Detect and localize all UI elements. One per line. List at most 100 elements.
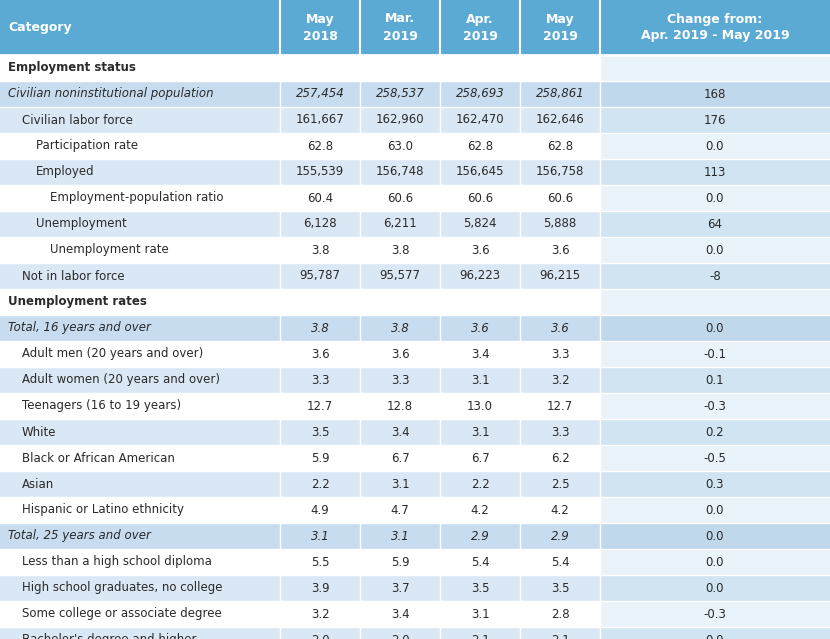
Bar (440, 107, 520, 133)
Bar (520, 237, 600, 263)
Text: Some college or associate degree: Some college or associate degree (22, 608, 222, 620)
Bar (280, 341, 360, 367)
Text: 113: 113 (704, 166, 726, 178)
Text: Category: Category (8, 21, 71, 34)
Text: 5.9: 5.9 (310, 452, 330, 465)
Bar (440, 497, 520, 523)
Bar (360, 601, 440, 627)
Text: 156,645: 156,645 (456, 166, 505, 178)
Text: Hispanic or Latino ethnicity: Hispanic or Latino ethnicity (22, 504, 184, 516)
Bar (0, 315, 280, 341)
Text: 3.4: 3.4 (391, 426, 409, 438)
Bar (0, 497, 280, 523)
Text: Adult men (20 years and over): Adult men (20 years and over) (22, 348, 203, 360)
Bar (360, 81, 440, 107)
Text: 96,223: 96,223 (460, 270, 500, 282)
Text: 0.0: 0.0 (706, 321, 725, 334)
Bar (280, 471, 360, 497)
Bar (600, 0, 830, 55)
Bar (0, 367, 280, 393)
Bar (520, 133, 600, 159)
Text: Bachelor's degree and higher: Bachelor's degree and higher (22, 633, 197, 639)
Text: Asian: Asian (22, 477, 54, 491)
Bar (440, 367, 520, 393)
Bar (520, 601, 600, 627)
Bar (600, 133, 830, 159)
Text: 63.0: 63.0 (387, 139, 413, 153)
Bar (0, 445, 280, 471)
Text: 0.0: 0.0 (706, 555, 725, 569)
Bar (440, 0, 520, 55)
Bar (280, 419, 360, 445)
Text: 5.5: 5.5 (310, 555, 330, 569)
Bar (440, 211, 520, 237)
Bar (520, 341, 600, 367)
Bar (360, 523, 440, 549)
Bar (600, 185, 830, 211)
Text: 0.0: 0.0 (706, 633, 725, 639)
Text: 12.7: 12.7 (307, 399, 333, 413)
Bar (0, 107, 280, 133)
Bar (600, 81, 830, 107)
Text: 0.0: 0.0 (706, 530, 725, 543)
Text: 0.0: 0.0 (706, 139, 725, 153)
Bar (600, 341, 830, 367)
Text: 5.9: 5.9 (391, 555, 409, 569)
Text: 2.1: 2.1 (550, 633, 569, 639)
Text: 3.4: 3.4 (471, 348, 490, 360)
Bar (280, 445, 360, 471)
Bar (280, 497, 360, 523)
Bar (600, 523, 830, 549)
Bar (440, 185, 520, 211)
Text: 168: 168 (704, 88, 726, 100)
Text: 156,758: 156,758 (536, 166, 584, 178)
Bar (0, 393, 280, 419)
Bar (520, 263, 600, 289)
Text: 3.8: 3.8 (310, 321, 330, 334)
Text: 4.7: 4.7 (391, 504, 409, 516)
Bar (600, 393, 830, 419)
Text: Black or African American: Black or African American (22, 452, 175, 465)
Bar (440, 315, 520, 341)
Text: 2.1: 2.1 (471, 633, 490, 639)
Bar (360, 419, 440, 445)
Text: 2.0: 2.0 (391, 633, 409, 639)
Bar (360, 133, 440, 159)
Bar (600, 575, 830, 601)
Text: 3.1: 3.1 (471, 608, 490, 620)
Bar (0, 471, 280, 497)
Text: Participation rate: Participation rate (36, 139, 138, 153)
Text: 0.0: 0.0 (706, 504, 725, 516)
Bar (0, 601, 280, 627)
Text: High school graduates, no college: High school graduates, no college (22, 581, 222, 594)
Text: Employed: Employed (36, 166, 95, 178)
Text: 3.4: 3.4 (391, 608, 409, 620)
Text: 3.1: 3.1 (471, 374, 490, 387)
Bar (0, 419, 280, 445)
Text: White: White (22, 426, 56, 438)
Text: 62.8: 62.8 (467, 139, 493, 153)
Bar (600, 159, 830, 185)
Bar (280, 263, 360, 289)
Text: 3.5: 3.5 (551, 581, 569, 594)
Text: 6.2: 6.2 (550, 452, 569, 465)
Bar (520, 289, 600, 315)
Text: 3.3: 3.3 (391, 374, 409, 387)
Bar (280, 575, 360, 601)
Text: 3.6: 3.6 (391, 348, 409, 360)
Bar (520, 445, 600, 471)
Bar (600, 107, 830, 133)
Bar (520, 393, 600, 419)
Bar (520, 81, 600, 107)
Bar (440, 523, 520, 549)
Bar (0, 549, 280, 575)
Bar (360, 627, 440, 639)
Bar (440, 55, 520, 81)
Bar (440, 81, 520, 107)
Bar (440, 419, 520, 445)
Text: 62.8: 62.8 (307, 139, 333, 153)
Bar (0, 627, 280, 639)
Text: 2.9: 2.9 (550, 530, 569, 543)
Bar (600, 237, 830, 263)
Text: Unemployment: Unemployment (36, 217, 127, 231)
